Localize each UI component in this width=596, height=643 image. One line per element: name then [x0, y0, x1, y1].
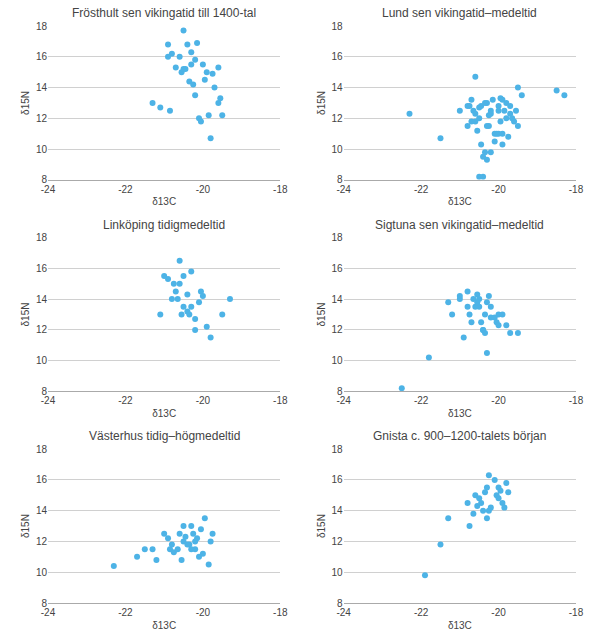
svg-text:δ15N: δ15N — [316, 303, 327, 327]
svg-text:10: 10 — [332, 567, 344, 578]
svg-text:δ13C: δ13C — [152, 408, 176, 419]
svg-text:12: 12 — [36, 536, 48, 547]
svg-text:10: 10 — [332, 355, 344, 366]
svg-text:-20: -20 — [491, 184, 506, 195]
svg-text:12: 12 — [332, 324, 344, 335]
svg-text:-24: -24 — [336, 395, 351, 406]
svg-text:Gnista c. 900–1200-talets börj: Gnista c. 900–1200-talets början — [373, 429, 546, 443]
svg-text:δ13C: δ13C — [448, 196, 472, 207]
svg-text:16: 16 — [332, 51, 344, 62]
svg-text:δ13C: δ13C — [448, 408, 472, 419]
svg-text:δ13C: δ13C — [152, 620, 176, 631]
svg-text:-24: -24 — [336, 607, 351, 618]
svg-text:18: 18 — [332, 21, 344, 32]
svg-text:-20: -20 — [196, 607, 211, 618]
svg-text:14: 14 — [36, 82, 48, 93]
svg-text:18: 18 — [36, 232, 48, 243]
svg-text:-18: -18 — [273, 184, 288, 195]
svg-text:10: 10 — [36, 355, 48, 366]
svg-text:8: 8 — [41, 386, 47, 397]
svg-text:-24: -24 — [336, 184, 351, 195]
svg-text:16: 16 — [36, 263, 48, 274]
svg-text:-18: -18 — [569, 607, 584, 618]
svg-text:14: 14 — [36, 505, 48, 516]
svg-text:-20: -20 — [196, 184, 211, 195]
svg-text:-24: -24 — [41, 395, 56, 406]
svg-text:Västerhus tidig–högmedeltid: Västerhus tidig–högmedeltid — [89, 429, 240, 443]
svg-text:-22: -22 — [118, 395, 133, 406]
svg-text:16: 16 — [36, 51, 48, 62]
svg-text:8: 8 — [41, 174, 47, 185]
svg-text:-20: -20 — [196, 395, 211, 406]
svg-text:8: 8 — [41, 598, 47, 609]
svg-text:14: 14 — [332, 82, 344, 93]
svg-text:Lund sen vikingatid–medeltid: Lund sen vikingatid–medeltid — [382, 6, 537, 20]
svg-text:δ15N: δ15N — [20, 514, 31, 538]
svg-text:12: 12 — [332, 536, 344, 547]
svg-text:16: 16 — [332, 263, 344, 274]
svg-text:12: 12 — [332, 113, 344, 124]
svg-text:δ15N: δ15N — [316, 514, 327, 538]
svg-text:-22: -22 — [118, 184, 133, 195]
svg-text:18: 18 — [332, 232, 344, 243]
svg-text:16: 16 — [332, 474, 344, 485]
svg-text:12: 12 — [36, 324, 48, 335]
svg-text:12: 12 — [36, 113, 48, 124]
svg-text:-20: -20 — [491, 607, 506, 618]
svg-text:-24: -24 — [41, 184, 56, 195]
svg-text:δ15N: δ15N — [20, 91, 31, 115]
svg-text:-20: -20 — [491, 395, 506, 406]
svg-text:18: 18 — [36, 21, 48, 32]
svg-text:-18: -18 — [569, 395, 584, 406]
svg-text:8: 8 — [337, 598, 343, 609]
svg-text:18: 18 — [36, 444, 48, 455]
svg-text:14: 14 — [332, 294, 344, 305]
svg-text:10: 10 — [36, 567, 48, 578]
svg-text:δ13C: δ13C — [448, 620, 472, 631]
svg-text:8: 8 — [337, 386, 343, 397]
svg-text:10: 10 — [36, 144, 48, 155]
svg-text:-22: -22 — [118, 607, 133, 618]
svg-text:-22: -22 — [414, 607, 429, 618]
svg-text:14: 14 — [36, 294, 48, 305]
svg-text:δ15N: δ15N — [20, 303, 31, 327]
svg-text:-18: -18 — [273, 395, 288, 406]
svg-text:Sigtuna sen vikingatid–medelti: Sigtuna sen vikingatid–medeltid — [375, 218, 544, 232]
svg-text:-18: -18 — [273, 607, 288, 618]
svg-text:-22: -22 — [414, 184, 429, 195]
svg-text:Frösthult sen vikingatid till: Frösthult sen vikingatid till 1400-tal — [72, 6, 256, 20]
svg-text:-22: -22 — [414, 395, 429, 406]
svg-text:16: 16 — [36, 474, 48, 485]
svg-text:14: 14 — [332, 505, 344, 516]
svg-text:10: 10 — [332, 144, 344, 155]
svg-text:-18: -18 — [569, 184, 584, 195]
svg-text:8: 8 — [337, 174, 343, 185]
svg-text:Linköping tidigmedeltid: Linköping tidigmedeltid — [103, 218, 225, 232]
svg-text:δ13C: δ13C — [152, 196, 176, 207]
svg-text:-24: -24 — [41, 607, 56, 618]
svg-text:δ15N: δ15N — [316, 91, 327, 115]
svg-text:18: 18 — [332, 444, 344, 455]
